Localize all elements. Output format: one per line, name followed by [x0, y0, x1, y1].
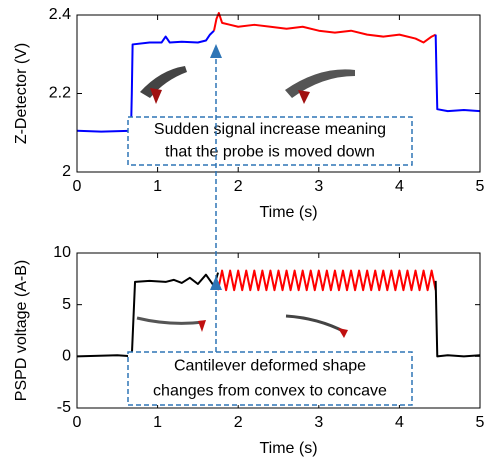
y-tick-label: -5	[57, 399, 71, 416]
data-line	[213, 12, 437, 44]
data-line	[217, 269, 437, 292]
y-tick-label: 10	[53, 244, 71, 261]
data-line	[76, 272, 220, 358]
tip	[338, 328, 348, 338]
y-axis-label: Z-Detector (V)	[13, 43, 30, 144]
y-tick-label: 2.4	[49, 6, 71, 23]
x-tick-label: 2	[234, 178, 243, 195]
x-tick-label: 1	[153, 178, 162, 195]
cantilever-concave	[285, 69, 355, 98]
x-tick-label: 5	[476, 178, 485, 195]
cantilever-sketches	[136, 66, 355, 338]
x-tick-label: 1	[153, 414, 162, 431]
data-line	[434, 34, 481, 113]
x-tick-label: 3	[314, 414, 323, 431]
cantilever-concave	[285, 314, 346, 334]
annotation-box	[127, 351, 413, 406]
x-tick-label: 4	[395, 414, 404, 431]
cantilever-convex	[140, 66, 187, 98]
annotation-text: changes from convex to concave	[153, 382, 387, 399]
annotation-text: that the probe is moved down	[165, 144, 375, 161]
annotation-box	[127, 116, 413, 166]
y-tick-label: 0	[62, 348, 71, 365]
x-tick-label: 0	[73, 414, 82, 431]
plot-frame	[76, 252, 481, 409]
cantilever-convex	[136, 316, 205, 325]
tip	[298, 90, 310, 104]
x-tick-label: 4	[395, 178, 404, 195]
arrow-head	[210, 44, 222, 58]
annotations: Sudden signal increase meaning that the p…	[127, 116, 413, 406]
arrow-head	[210, 276, 222, 290]
connector-arrow	[210, 44, 222, 352]
tip	[198, 320, 206, 332]
data-line	[434, 280, 481, 358]
tip	[150, 88, 162, 104]
annotation-text: Cantilever deformed shape	[174, 358, 366, 375]
x-tick-label: 3	[314, 178, 323, 195]
x-tick-label: 0	[73, 178, 82, 195]
x-axis-label: Time (s)	[259, 204, 317, 221]
y-tick-label: 2.2	[49, 85, 71, 102]
y-tick-label: 2	[62, 163, 71, 180]
x-tick-label: 2	[234, 414, 243, 431]
y-tick-label: 5	[62, 296, 71, 313]
plots: 0 1 2 3 4 5 2 2.2 2.4 Time (s) Z-Detector (V) 0 1 2 3 4…	[13, 6, 484, 457]
annotation-text: Sudden signal increase meaning	[154, 121, 386, 138]
y-axis-label: PSPD voltage (A-B)	[13, 260, 30, 401]
x-tick-label: 5	[476, 414, 485, 431]
x-axis-label: Time (s)	[259, 440, 317, 457]
